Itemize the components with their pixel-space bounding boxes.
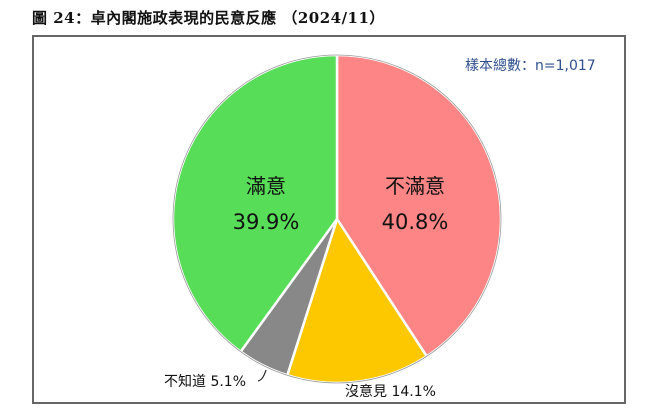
label-satisfied: 滿意	[246, 174, 286, 198]
dont-know-leader-line	[257, 369, 267, 382]
chart-title: 圖 24：卓內閣施政表現的民意反應 （2024/11）	[32, 9, 385, 27]
sample-size-label: 樣本總數：n=1,017	[465, 58, 596, 74]
label-dissatisfied: 不滿意	[385, 174, 445, 198]
label-no-opinion: 沒意見 14.1%	[345, 383, 436, 400]
value-dissatisfied: 40.8%	[382, 210, 449, 234]
value-satisfied: 39.9%	[233, 210, 300, 234]
label-dont-know: 不知道 5.1%	[164, 373, 246, 390]
